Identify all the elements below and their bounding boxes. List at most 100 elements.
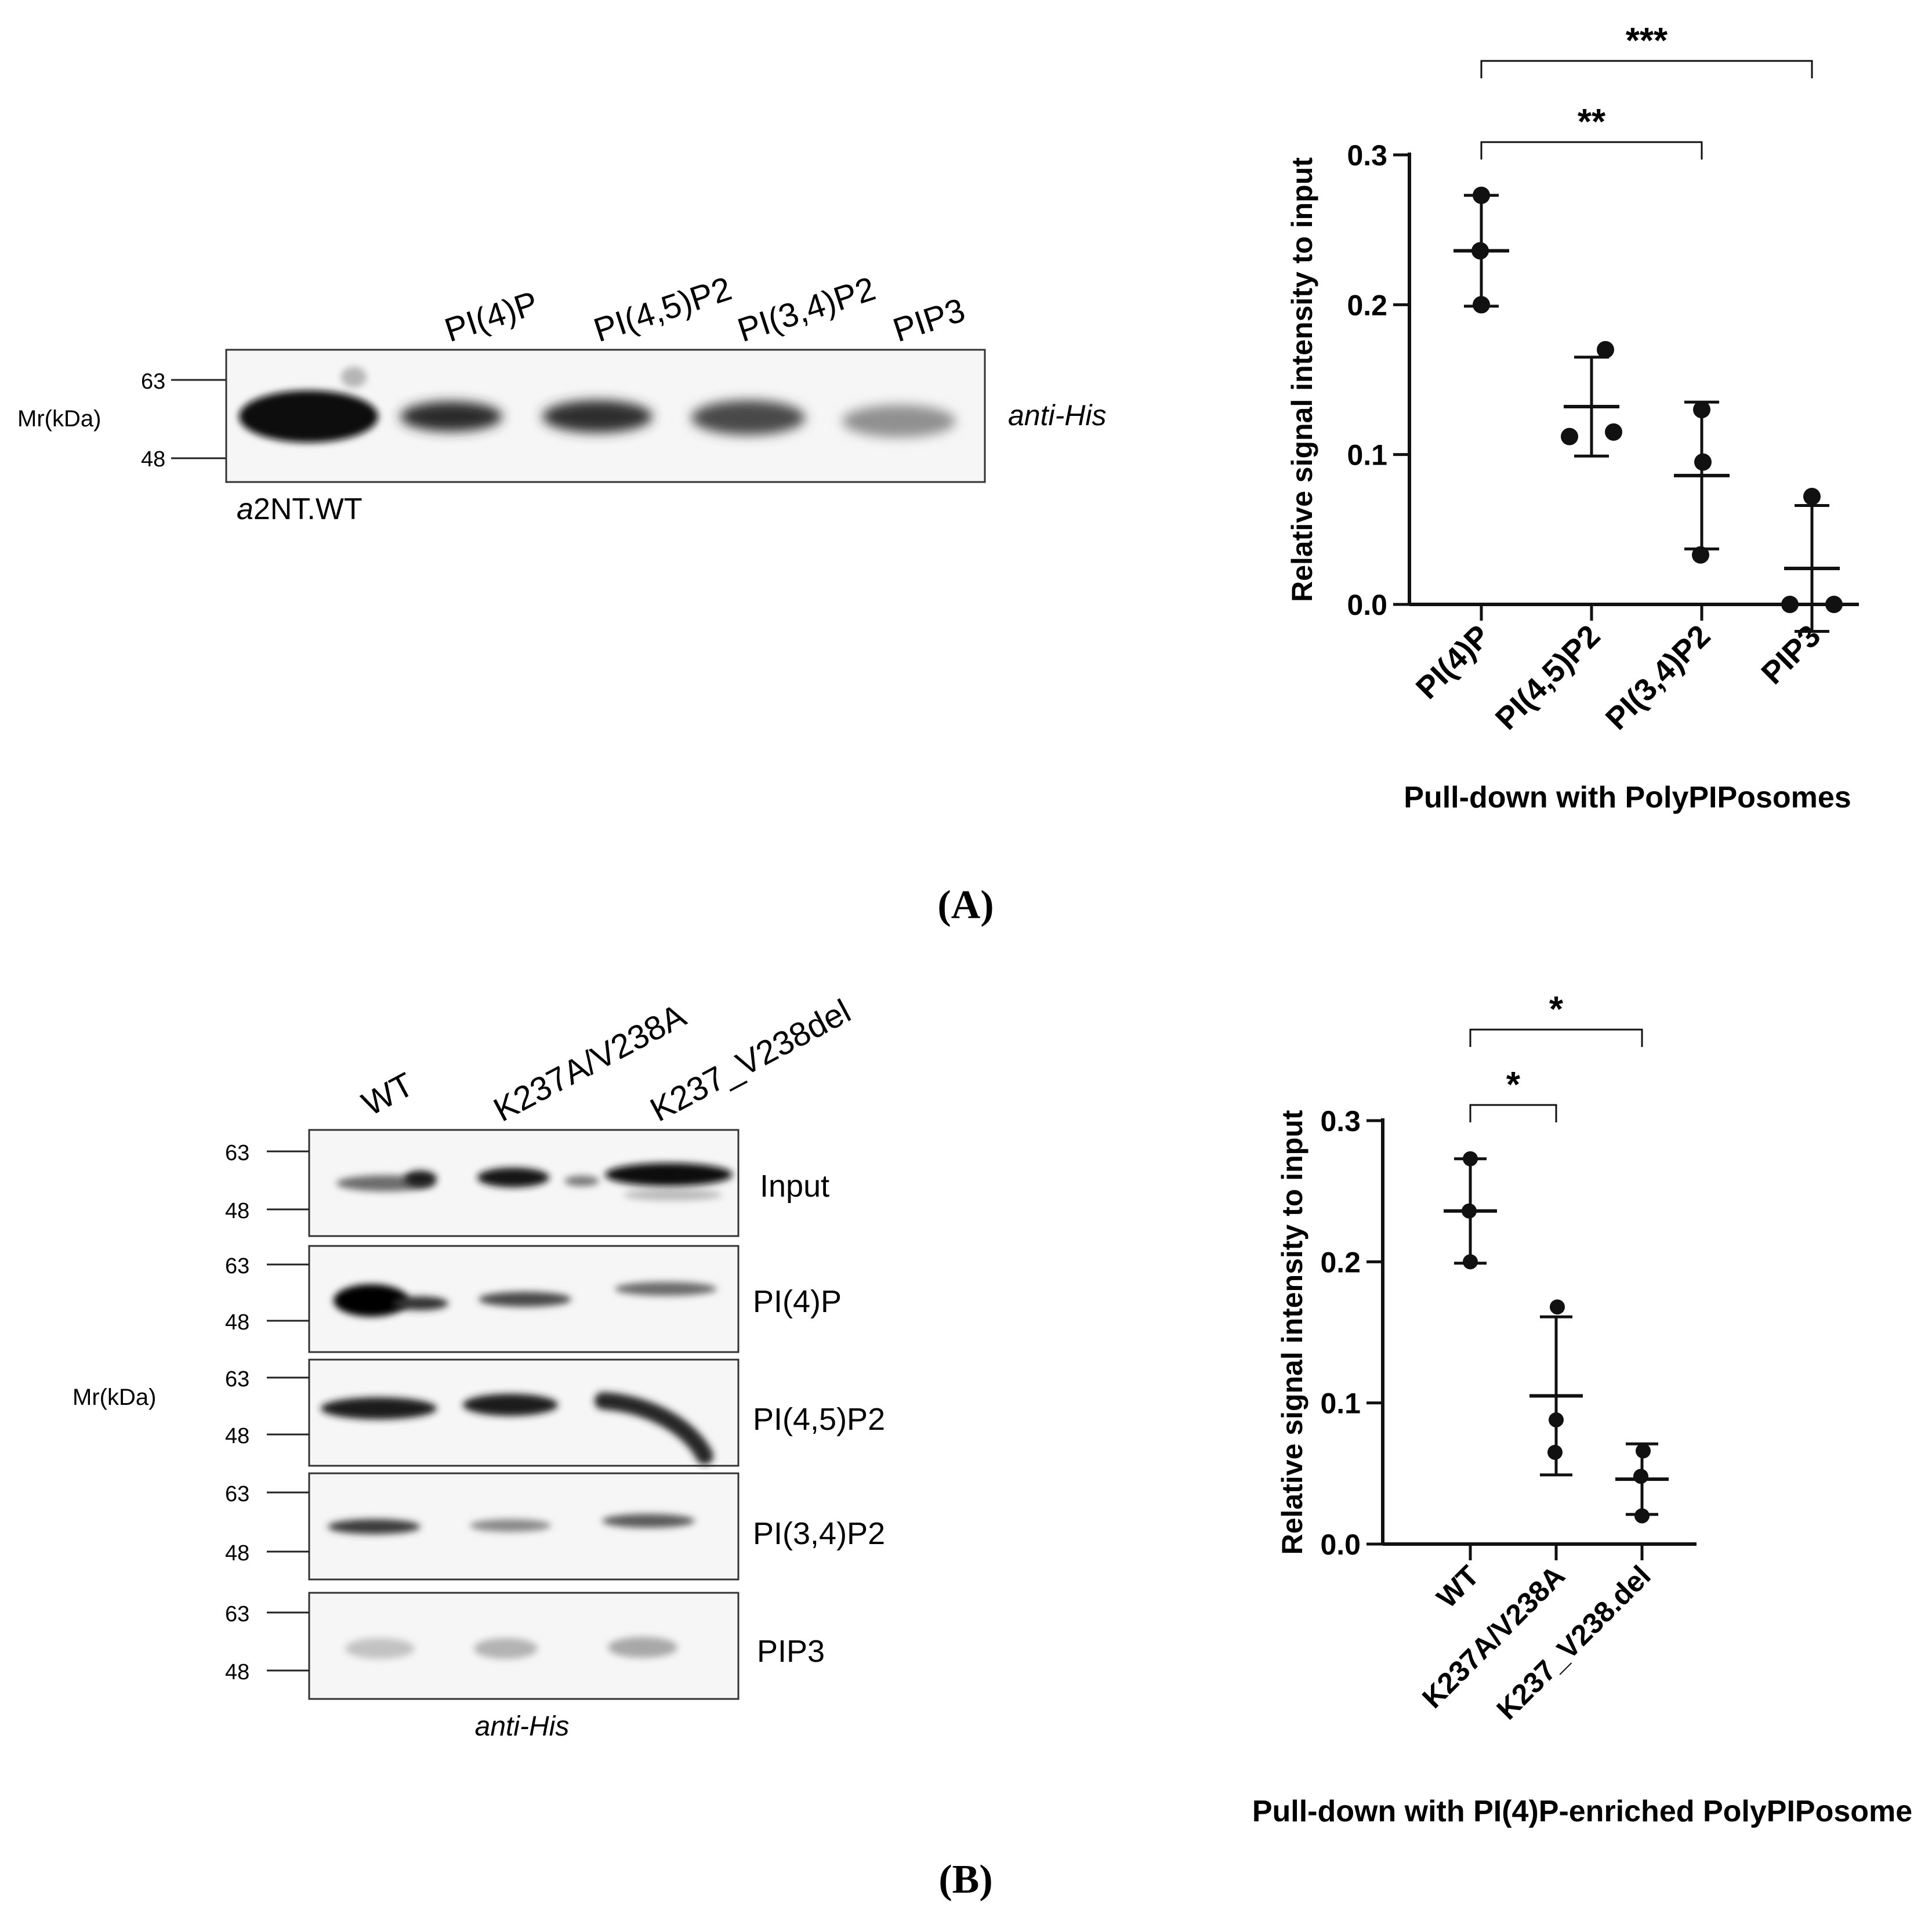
- panel-b-blot: WT K237A/V238A K237_V238del Mr(kDa) 63 4…: [73, 992, 885, 1742]
- x-axis-title: Pull-down with PolyPIPosomes: [1404, 781, 1851, 814]
- y-tick-label: 0.1: [1320, 1387, 1361, 1420]
- data-point: [1636, 1443, 1651, 1459]
- blot-a-band: [842, 405, 956, 437]
- blot-b-band: [474, 1638, 538, 1659]
- data-point: [1694, 453, 1712, 471]
- blot-b-band: [608, 1637, 677, 1658]
- blot-a-sample-label-rest: 2NT.WT: [253, 492, 363, 526]
- data-point: [1473, 186, 1490, 204]
- significance-bracket: [1469, 1104, 1557, 1122]
- blot-b-marker-48: 48: [225, 1660, 249, 1684]
- data-point: [1597, 340, 1614, 358]
- blot-b-marker-63: 63: [225, 1141, 249, 1165]
- y-tick-label: 0.3: [1347, 139, 1387, 172]
- blot-b-strip-label: PI(3,4)P2: [753, 1516, 885, 1551]
- blot-b-band: [479, 1292, 571, 1307]
- blot-b-band: [328, 1519, 421, 1534]
- blot-a-band: [341, 367, 367, 387]
- data-point: [1549, 1412, 1564, 1427]
- blot-a-lane-label: PI(4)P: [440, 284, 542, 350]
- data-point: [1471, 242, 1489, 260]
- blot-a-lane-label: PI(4,5)P2: [589, 270, 736, 350]
- data-point: [1693, 401, 1710, 419]
- blot-a-band: [691, 400, 805, 435]
- blot-a-sample-label-italic: a: [237, 492, 253, 526]
- data-point: [1692, 546, 1709, 564]
- data-point: [1634, 1508, 1650, 1524]
- blot-b-mr-label: Mr(kDa): [73, 1385, 156, 1410]
- blot-b-marker-48: 48: [225, 1199, 249, 1223]
- data-point: [1803, 488, 1821, 505]
- significance-bracket: [1480, 141, 1703, 160]
- blot-a-lane-labels: PI(4)P PI(4,5)P2 PI(3,4)P2 PIP3: [440, 270, 970, 350]
- blot-b-strip-label: PI(4)P: [753, 1284, 842, 1319]
- blot-b-band: [564, 1176, 599, 1186]
- blot-b-marker-48: 48: [225, 1541, 249, 1566]
- blot-b-marker-63: 63: [225, 1482, 249, 1506]
- blot-b-lane-label: WT: [356, 1066, 420, 1124]
- data-point: [1605, 423, 1622, 441]
- blot-b-marker-48: 48: [225, 1424, 249, 1448]
- blot-a-antibody: anti-His: [1008, 399, 1106, 432]
- data-point: [1550, 1299, 1565, 1315]
- blot-a-lane-label: PIP3: [889, 291, 970, 350]
- blot-b-strip-pi4p: 63 48 PI(4)P: [225, 1245, 842, 1353]
- blot-b-marker-48: 48: [225, 1310, 249, 1335]
- panel-b-letter-text: (B): [938, 1857, 992, 1902]
- significance-label: ***: [1626, 21, 1668, 61]
- blot-b-lane-labels: WT K237A/V238A K237_V238del: [356, 992, 857, 1129]
- panel-a-blot: PI(4)P PI(4,5)P2 PI(3,4)P2 PIP3 Mr(kDa) …: [17, 270, 1106, 526]
- data-point: [1561, 427, 1578, 445]
- x-tick-label: K237_V238.del: [1491, 1559, 1657, 1726]
- significance-bracket: [1480, 60, 1813, 78]
- blot-b-band: [463, 1394, 558, 1416]
- y-axis-title: Relative signal intensity to input: [1276, 1110, 1308, 1555]
- blot-b-band: [477, 1168, 549, 1187]
- data-point: [1473, 296, 1490, 314]
- blot-b-strip-label: PI(4,5)P2: [753, 1402, 885, 1437]
- blot-b-band: [345, 1638, 415, 1659]
- panel-a-letter: (A): [937, 883, 994, 927]
- blot-a-sample-label: a2NT.WT: [237, 492, 363, 526]
- y-tick-label: 0.0: [1347, 589, 1387, 621]
- blot-a-mr-label: Mr(kDa): [17, 406, 101, 432]
- significance-bracket: [1469, 1028, 1643, 1047]
- y-tick-label: 0.2: [1320, 1246, 1361, 1278]
- significance-label: *: [1549, 990, 1564, 1030]
- blot-b-band: [615, 1282, 717, 1296]
- blot-b-band: [470, 1519, 551, 1532]
- blot-a-band: [400, 401, 502, 432]
- blot-a-marker-63: 63: [141, 369, 165, 394]
- blot-b-strip-label: PIP3: [757, 1634, 825, 1669]
- blot-a-band: [542, 400, 653, 433]
- data-point: [1825, 596, 1843, 613]
- data-point: [1781, 596, 1799, 613]
- significance-label: *: [1506, 1065, 1521, 1105]
- data-point: [1633, 1469, 1648, 1484]
- y-tick-label: 0.1: [1347, 439, 1387, 472]
- blot-b-marker-63: 63: [225, 1602, 249, 1626]
- blot-b-band: [393, 1296, 448, 1310]
- data-point: [1547, 1444, 1563, 1460]
- blot-b-marker-63: 63: [225, 1254, 249, 1278]
- blot-a-bands: [239, 367, 956, 443]
- panel-b-letter: (B): [938, 1857, 992, 1902]
- data-point: [1463, 1151, 1478, 1166]
- y-tick-label: 0.0: [1320, 1528, 1361, 1561]
- blot-b-band: [605, 1163, 733, 1186]
- blot-b-band: [404, 1171, 437, 1187]
- blot-b-marker-63: 63: [225, 1367, 249, 1392]
- blot-b-band: [334, 1284, 409, 1317]
- x-tick-label: PI(4)P: [1409, 618, 1497, 706]
- blot-a-marker-48: 48: [141, 447, 165, 472]
- x-tick-label: PI(3,4)P2: [1599, 618, 1717, 737]
- x-tick-label: WT: [1430, 1559, 1485, 1614]
- significance-label: **: [1578, 102, 1606, 142]
- chart-b: 0.00.10.20.3WTK237A/V238AK237_V238.del**…: [1252, 990, 1912, 1828]
- blot-a-band: [239, 390, 378, 443]
- y-axis-title: Relative signal intensity to input: [1286, 157, 1318, 602]
- x-axis-title: Pull-down with PI(4)P-enriched PolyPIPos…: [1252, 1795, 1912, 1828]
- data-point: [1462, 1203, 1477, 1219]
